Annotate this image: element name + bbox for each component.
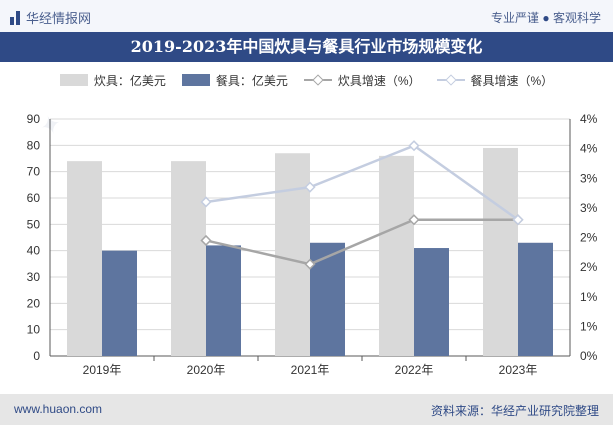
x-tick-label: 2020年 xyxy=(187,363,226,377)
y-left-tick-label: 90 xyxy=(27,112,41,126)
y-left-tick-label: 60 xyxy=(27,191,41,205)
line-tableware-growth xyxy=(205,144,519,221)
bar-cookware xyxy=(67,161,102,356)
logo: 华经情报网 xyxy=(10,8,91,27)
point-tableware-growth xyxy=(304,181,316,193)
legend-item-cookware-bar: 炊具：亿美元 xyxy=(59,70,166,90)
y-left-tick-label: 80 xyxy=(27,138,41,152)
point-cookware-growth xyxy=(408,214,420,226)
y-right-tick-label: 2% xyxy=(580,231,598,245)
bar-tableware xyxy=(414,248,449,356)
logo-bars-icon xyxy=(10,10,20,25)
legend-label-cookware-bar: 炊具：亿美元 xyxy=(93,73,166,88)
legend-item-cookware-growth: 炊具增速（%） xyxy=(303,70,421,90)
y-right-tick-label: 1% xyxy=(580,290,598,304)
point-tableware-growth xyxy=(200,196,212,208)
y-left-tick-label: 0 xyxy=(33,349,40,363)
x-tick-label: 2019年 xyxy=(83,363,122,377)
legend-swatch-cookware-bar xyxy=(59,74,88,86)
y-right-tick-label: 3% xyxy=(580,171,598,185)
y-left-tick-label: 10 xyxy=(27,323,41,337)
bar-tableware xyxy=(310,242,345,356)
legend-swatch-tableware-bar xyxy=(181,74,210,86)
legend-swatch-cookware-growth xyxy=(303,74,332,86)
slogan-separator: ● xyxy=(542,11,550,25)
y-left-tick-label: 70 xyxy=(27,165,41,179)
bar-tableware xyxy=(206,245,241,356)
y-right-tick-label: 2% xyxy=(580,260,598,274)
top-bar: 华经情报网 专业严谨 ● 客观科学 xyxy=(0,0,613,32)
footer-url[interactable]: www.huaon.com xyxy=(14,402,103,416)
legend-label-tableware-growth: 餐具增速（%） xyxy=(470,73,554,88)
y-right-tick-label: 0% xyxy=(580,349,598,363)
y-left-tick-label: 50 xyxy=(27,217,41,231)
legend-label-cookware-growth: 炊具增速（%） xyxy=(337,73,421,88)
y-right-tick-label: 1% xyxy=(580,319,598,333)
bar-tableware xyxy=(518,242,553,356)
legend-item-tableware-bar: 餐具：亿美元 xyxy=(181,70,288,90)
point-cookware-growth xyxy=(304,258,316,270)
legend-swatch-tableware-growth xyxy=(436,74,465,86)
footer: www.huaon.com 资料来源：华经产业研究院整理 xyxy=(0,394,613,425)
bar-cookware xyxy=(171,161,206,356)
footer-source: 资料来源：华经产业研究院整理 xyxy=(430,404,599,418)
slogan-right: 客观科学 xyxy=(552,11,601,25)
bar-cookware xyxy=(483,147,518,356)
y-left-tick-label: 30 xyxy=(27,270,41,284)
legend-item-tableware-growth: 餐具增速（%） xyxy=(436,70,554,90)
y-left-tick-label: 20 xyxy=(27,296,41,310)
legend: 炊具：亿美元 餐具：亿美元 炊具增速（%） 餐具增速（%） xyxy=(0,70,613,90)
point-tableware-growth xyxy=(408,140,420,152)
y-right-tick-label: 4% xyxy=(580,112,598,126)
y-left-tick-label: 40 xyxy=(27,244,41,258)
chart-plot: 0 10 20 30 40 50 60 70 80 90 0% 1% 1% 2% 2% 3% 3% 4% 4% 201… xyxy=(27,112,598,377)
point-tableware-growth xyxy=(512,214,524,226)
bar-tableware xyxy=(102,250,137,356)
legend-label-tableware-bar: 餐具：亿美元 xyxy=(215,73,288,88)
slogan-left: 专业严谨 xyxy=(491,11,540,25)
line-cookware-growth xyxy=(205,218,518,266)
bar-cookware xyxy=(275,153,310,356)
x-tick-label: 2021年 xyxy=(291,363,330,377)
bar-cookware xyxy=(379,155,414,356)
x-tick-label: 2022年 xyxy=(395,363,434,377)
y-right-tick-label: 4% xyxy=(580,142,598,156)
point-cookware-growth xyxy=(200,234,212,247)
chart-title: 2019-2023年中国炊具与餐具行业市场规模变化 xyxy=(0,32,613,62)
y-right-tick-label: 3% xyxy=(580,201,598,215)
logo-text: 华经情报网 xyxy=(26,11,92,26)
x-tick-label: 2023年 xyxy=(499,363,538,377)
slogan: 专业严谨 ● 客观科学 xyxy=(491,9,601,26)
